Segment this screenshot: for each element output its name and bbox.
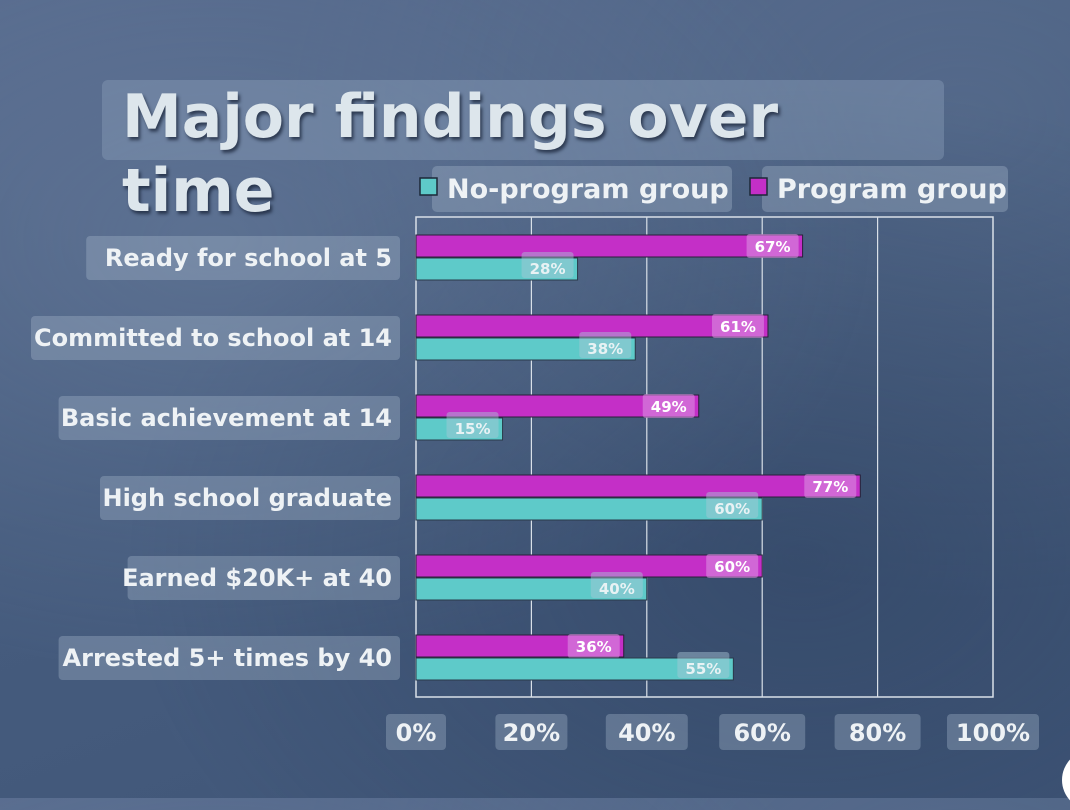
bar-no-program-basic-achievement-at-14 bbox=[415, 417, 504, 441]
category-label: High school graduate bbox=[102, 484, 392, 512]
data-label-box bbox=[706, 554, 759, 578]
bar-program-committed-to-school-at-14 bbox=[415, 314, 769, 338]
category-label: Ready for school at 5 bbox=[105, 244, 392, 272]
category-label-box bbox=[58, 636, 400, 680]
legend-entry-box bbox=[432, 166, 732, 212]
data-label-box bbox=[804, 474, 857, 498]
bar-no-program-arrested-5-times-by-40 bbox=[415, 657, 734, 681]
category-label-box bbox=[127, 556, 400, 600]
category-label-box bbox=[86, 236, 400, 280]
data-label-box bbox=[567, 634, 620, 658]
bar-no-program-ready-for-school-at-5 bbox=[415, 257, 579, 281]
x-tick-label: 0% bbox=[396, 719, 437, 747]
data-label-box bbox=[677, 652, 730, 678]
data-label-no-program: 40% bbox=[599, 580, 635, 598]
data-label-box bbox=[706, 492, 759, 518]
legend-swatch-no-program-group bbox=[419, 177, 438, 196]
data-label-box bbox=[446, 412, 499, 438]
x-tick-label: 60% bbox=[733, 719, 790, 747]
bar-program-ready-for-school-at-5 bbox=[415, 234, 804, 258]
tick-label-box bbox=[834, 714, 921, 750]
plot-area-frame bbox=[415, 216, 994, 698]
category-label: Arrested 5+ times by 40 bbox=[63, 644, 392, 672]
bar-program-high-school-graduate bbox=[415, 474, 861, 498]
data-label-program: 36% bbox=[576, 638, 612, 656]
data-label-no-program: 15% bbox=[455, 420, 491, 438]
data-label-box bbox=[711, 314, 764, 338]
data-label-no-program: 38% bbox=[587, 340, 623, 358]
data-label-no-program: 55% bbox=[685, 660, 721, 678]
data-label-box bbox=[746, 234, 799, 258]
category-label-box bbox=[100, 476, 400, 520]
bar-no-program-earned-20k-at-40 bbox=[415, 577, 648, 601]
corner-circle bbox=[1062, 750, 1070, 810]
category-label-box bbox=[31, 316, 400, 360]
x-tick-label: 20% bbox=[503, 719, 560, 747]
tick-label-box bbox=[495, 714, 568, 750]
category-label-box bbox=[58, 396, 400, 440]
category-label: Committed to school at 14 bbox=[34, 324, 392, 352]
legend-label-no-program-group: No-program group bbox=[447, 174, 729, 205]
legend-label-program-group: Program group bbox=[777, 174, 1007, 205]
bar-program-earned-20k-at-40 bbox=[415, 554, 763, 578]
data-label-program: 61% bbox=[720, 318, 756, 336]
data-label-program: 60% bbox=[714, 558, 750, 576]
x-tick-label: 40% bbox=[618, 719, 675, 747]
bar-no-program-committed-to-school-at-14 bbox=[415, 337, 636, 361]
data-label-program: 77% bbox=[812, 478, 848, 496]
legend-entry-box bbox=[762, 166, 1008, 212]
x-tick-label: 80% bbox=[849, 719, 906, 747]
data-label-program: 67% bbox=[755, 238, 791, 256]
tick-label-box bbox=[719, 714, 806, 750]
data-label-no-program: 28% bbox=[530, 260, 566, 278]
legend-swatch-program-group bbox=[749, 177, 768, 196]
data-label-box bbox=[642, 394, 695, 418]
tick-label-box bbox=[605, 714, 688, 750]
bar-program-basic-achievement-at-14 bbox=[415, 394, 700, 418]
tick-label-box bbox=[947, 714, 1039, 750]
slide-title: Major findings over time bbox=[102, 80, 944, 226]
tick-label-box bbox=[386, 714, 446, 750]
data-label-box bbox=[521, 252, 574, 278]
category-label: Basic achievement at 14 bbox=[61, 404, 392, 432]
data-label-box bbox=[579, 332, 632, 358]
bar-no-program-high-school-graduate bbox=[415, 497, 763, 521]
category-label: Earned $20K+ at 40 bbox=[122, 564, 392, 592]
data-label-no-program: 60% bbox=[714, 500, 750, 518]
data-label-program: 49% bbox=[651, 398, 687, 416]
data-label-box bbox=[590, 572, 643, 598]
x-tick-label: 100% bbox=[956, 719, 1030, 747]
